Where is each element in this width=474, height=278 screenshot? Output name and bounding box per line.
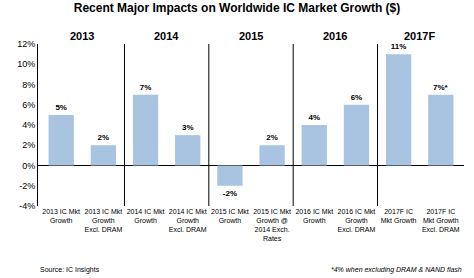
svg-text:7%: 7% <box>140 83 152 92</box>
svg-text:2017F ICMkt Growth: 2017F ICMkt Growth <box>381 208 417 224</box>
svg-text:11%: 11% <box>391 42 407 51</box>
svg-text:2017F ICMkt GrowthExcl. DRAM: 2017F ICMkt GrowthExcl. DRAM <box>422 208 460 233</box>
svg-text:8%: 8% <box>22 80 35 90</box>
svg-text:Source: IC Insights: Source: IC Insights <box>40 266 100 274</box>
svg-text:12%: 12% <box>17 39 35 49</box>
svg-text:4%: 4% <box>308 113 320 122</box>
svg-text:2016 IC MktGrowthExcl. DRAM: 2016 IC MktGrowthExcl. DRAM <box>338 208 376 233</box>
svg-text:2015 IC MktGrowth @2014 Exch.R: 2015 IC MktGrowth @2014 Exch.Rates <box>253 208 291 242</box>
svg-text:2014 IC MktGrowthExcl. DRAM: 2014 IC MktGrowthExcl. DRAM <box>169 208 207 233</box>
svg-text:7%*: 7%* <box>433 83 449 92</box>
svg-text:2013 IC MktGrowth: 2013 IC MktGrowth <box>42 208 80 224</box>
svg-text:-4%: -4% <box>19 201 35 211</box>
svg-text:6%: 6% <box>351 93 363 102</box>
svg-text:*4% when excluding DRAM & NAND: *4% when excluding DRAM & NAND flash <box>331 266 462 274</box>
svg-text:2015 IC MktGrowth: 2015 IC MktGrowth <box>211 208 249 224</box>
svg-text:2%: 2% <box>98 133 110 142</box>
svg-text:2013: 2013 <box>70 30 94 42</box>
svg-text:5%: 5% <box>55 103 67 112</box>
svg-text:2016 IC MktGrowth: 2016 IC MktGrowth <box>295 208 333 224</box>
svg-text:2013 IC MktGrowthExcl. DRAM: 2013 IC MktGrowthExcl. DRAM <box>85 208 123 233</box>
svg-text:2%: 2% <box>266 133 278 142</box>
svg-text:2%: 2% <box>22 140 35 150</box>
svg-text:Recent Major Impacts on Worldw: Recent Major Impacts on Worldwide IC Mar… <box>74 1 401 15</box>
svg-text:6%: 6% <box>22 100 35 110</box>
svg-text:3%: 3% <box>182 123 194 132</box>
svg-text:10%: 10% <box>17 59 35 69</box>
svg-text:4%: 4% <box>22 120 35 130</box>
svg-text:0%: 0% <box>22 161 35 171</box>
svg-text:-2%: -2% <box>19 181 35 191</box>
svg-text:2014 IC MktGrowth: 2014 IC MktGrowth <box>127 208 165 224</box>
svg-text:2015: 2015 <box>239 30 263 42</box>
svg-text:2016: 2016 <box>323 30 347 42</box>
svg-text:-2%: -2% <box>223 189 237 198</box>
svg-text:2017F: 2017F <box>404 30 435 42</box>
svg-text:2014: 2014 <box>154 30 179 42</box>
